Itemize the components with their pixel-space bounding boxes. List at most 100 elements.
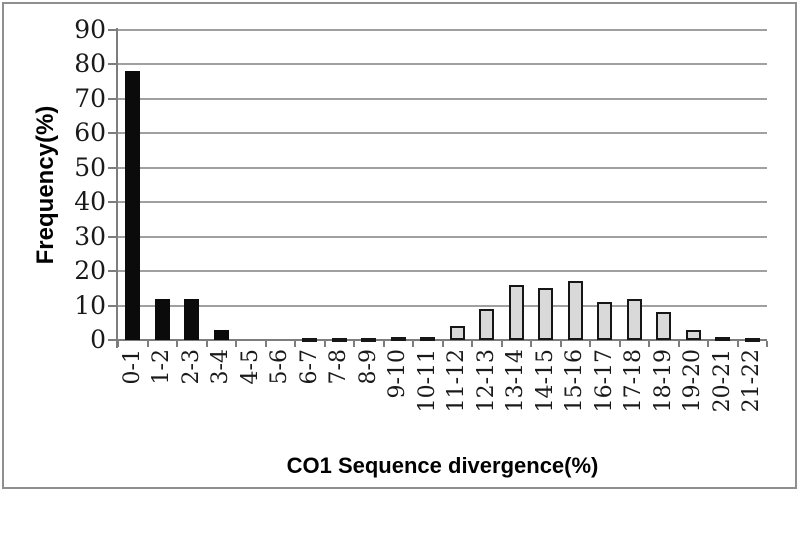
bar: [567, 281, 583, 340]
y-axis-line: [116, 28, 118, 348]
y-tick-label: 60: [74, 118, 106, 148]
x-tick-mark: [707, 341, 709, 347]
y-tick-mark: [108, 166, 118, 169]
y-tick-label: 50: [74, 152, 106, 182]
x-axis-title: CO1 Sequence divergence(%): [286, 453, 599, 478]
y-tick-mark: [108, 97, 118, 100]
bar: [331, 338, 347, 342]
y-tick-label: 40: [74, 187, 106, 217]
bar: [508, 285, 524, 340]
x-tick-mark: [589, 341, 591, 347]
bar: [390, 337, 406, 341]
bar: [449, 326, 465, 340]
y-tick-label: 30: [74, 221, 106, 251]
x-tick-label: 9-10: [385, 349, 411, 399]
bar: [302, 338, 318, 342]
x-tick-label: 7-8: [326, 349, 352, 385]
x-tick-mark: [471, 341, 473, 347]
x-tick-label: 12-13: [473, 349, 499, 413]
x-tick-mark: [441, 341, 444, 347]
bar: [154, 299, 170, 340]
y-tick-label: 70: [74, 83, 106, 113]
x-tick-mark: [117, 341, 119, 347]
y-tick-mark: [108, 235, 118, 238]
x-tick-mark: [530, 341, 532, 347]
bar: [626, 299, 642, 340]
x-tick-mark: [736, 341, 739, 347]
x-tick-mark: [146, 341, 149, 347]
plot-area: 0 10 20 30 40 50 60 70 80 90 0-1 1-2 2-3 3-4 4-5 5-6 6-7…: [74, 15, 768, 412]
gridline: [118, 235, 767, 238]
x-tick-label: 4-5: [237, 349, 263, 385]
x-tick-mark: [323, 341, 326, 347]
x-tick-mark: [382, 341, 385, 347]
x-tick-mark: [205, 341, 208, 347]
bar: [656, 312, 672, 340]
y-tick-label: 20: [74, 256, 106, 286]
y-tick-mark: [108, 201, 118, 204]
x-tick-mark: [353, 341, 355, 347]
gridline: [118, 97, 767, 100]
x-axis-line: [118, 339, 767, 341]
bar: [744, 338, 760, 342]
x-tick-label: 21-22: [739, 349, 765, 413]
x-tick-label: 14-15: [532, 349, 558, 413]
gridline: [118, 270, 767, 273]
x-tick-label: 10-11: [414, 349, 440, 413]
x-tick-mark: [294, 341, 296, 347]
x-tick-mark: [176, 341, 178, 347]
bar: [597, 302, 613, 340]
gridline: [118, 132, 767, 135]
y-tick-mark: [108, 63, 118, 66]
gridline: [118, 29, 767, 31]
gridline: [118, 201, 767, 204]
y-tick-mark: [108, 29, 118, 31]
gridline: [118, 166, 767, 169]
x-tick-label: 1-2: [149, 349, 175, 385]
gridline: [118, 304, 767, 307]
x-tick-mark: [648, 341, 650, 347]
x-tick-label: 13-14: [503, 349, 529, 413]
bar: [361, 338, 377, 342]
y-tick-mark: [108, 132, 118, 135]
bar: [184, 299, 200, 340]
y-tick-mark: [108, 270, 118, 273]
x-tick-label: 19-20: [680, 349, 706, 413]
bar: [213, 330, 229, 340]
y-axis-title: Frequency(%): [32, 105, 59, 265]
chart-image: { "chart_data": { "type": "bar", "title"…: [2, 2, 797, 489]
x-tick-mark: [412, 341, 414, 347]
x-tick-mark: [559, 341, 562, 347]
y-tick-label: 10: [74, 290, 106, 320]
x-tick-label: 2-3: [178, 349, 204, 385]
y-tick-mark: [108, 339, 118, 341]
x-tick-mark: [766, 341, 768, 347]
y-tick-mark: [108, 304, 118, 307]
x-tick-label: 18-19: [650, 349, 676, 413]
bar: [420, 337, 436, 341]
bar: [125, 71, 141, 340]
bar: [685, 330, 701, 340]
x-tick-mark: [677, 341, 680, 347]
y-tick-label: 90: [74, 15, 106, 44]
x-tick-mark: [235, 341, 237, 347]
x-tick-mark: [264, 341, 267, 347]
gridline: [118, 63, 767, 66]
bar: [479, 309, 495, 340]
x-tick-label: 17-18: [621, 349, 647, 413]
x-tick-mark: [500, 341, 503, 347]
x-tick-label: 3-4: [208, 349, 234, 385]
x-tick-label: 15-16: [562, 349, 588, 413]
x-tick-label: 5-6: [267, 349, 293, 385]
y-tick-label: 0: [90, 325, 106, 354]
bar: [715, 337, 731, 341]
x-tick-mark: [618, 341, 621, 347]
x-tick-label: 11-12: [444, 349, 470, 413]
x-tick-label: 0-1: [119, 349, 145, 385]
x-tick-label: 8-9: [355, 349, 381, 385]
x-tick-label: 16-17: [591, 349, 617, 413]
bar: [538, 288, 554, 340]
y-tick-label: 80: [74, 49, 106, 79]
x-tick-label: 6-7: [296, 349, 322, 385]
x-tick-label: 20-21: [709, 349, 735, 413]
